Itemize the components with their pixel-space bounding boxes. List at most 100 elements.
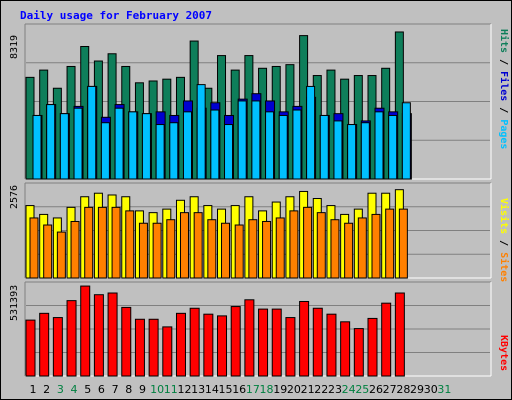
bar-kbytes-day-4 <box>66 300 77 377</box>
bar-sites-day-18 <box>262 220 272 279</box>
right-label-segment: / <box>498 234 509 253</box>
bar-kbytes-day-1 <box>25 319 36 377</box>
bar-pages-day-8 <box>128 111 138 180</box>
day-label-5: 5 <box>84 383 92 396</box>
bar-kbytes-day-14 <box>203 313 214 377</box>
bar-sites-day-15 <box>221 222 231 279</box>
day-label-30: 30 <box>423 383 438 396</box>
bar-pages-day-10 <box>155 124 165 180</box>
day-label-4: 4 <box>70 383 78 396</box>
bar-pages-day-9 <box>141 113 151 180</box>
bar-pages-day-2 <box>46 104 56 180</box>
bar-pages-day-19 <box>278 114 288 180</box>
right-label-segment: Visits <box>498 198 509 235</box>
day-label-13: 13 <box>191 383 206 396</box>
right-label-segment: Sites <box>498 252 509 283</box>
bar-sites-day-9 <box>138 222 148 279</box>
bar-kbytes-day-21 <box>299 300 310 377</box>
bar-sites-day-5 <box>84 206 94 279</box>
bar-pages-day-6 <box>100 122 110 180</box>
bar-sites-day-12 <box>179 212 189 279</box>
bar-pages-day-11 <box>169 122 179 180</box>
bar-sites-day-27 <box>385 208 395 279</box>
bar-pages-day-25 <box>360 122 370 180</box>
bar-sites-day-3 <box>56 231 66 279</box>
bar-sites-day-2 <box>43 224 53 279</box>
bar-sites-day-26 <box>371 213 381 279</box>
bar-pages-day-1 <box>32 114 42 180</box>
bar-kbytes-day-3 <box>52 317 63 377</box>
bar-kbytes-day-24 <box>340 321 351 377</box>
day-label-9: 9 <box>138 383 146 396</box>
bar-sites-day-22 <box>316 212 326 279</box>
bar-sites-day-10 <box>152 222 162 279</box>
bar-sites-day-28 <box>398 208 408 279</box>
bar-pages-day-5 <box>87 85 97 180</box>
right-label-segment: Hits <box>498 29 509 54</box>
bar-kbytes-day-8 <box>121 306 132 377</box>
bar-pages-day-13 <box>196 84 206 180</box>
day-label-22: 22 <box>314 383 329 396</box>
bar-sites-day-23 <box>330 219 340 279</box>
bar-sites-day-1 <box>29 217 39 279</box>
bar-kbytes-day-26 <box>367 317 378 377</box>
bar-kbytes-day-9 <box>134 318 145 377</box>
day-label-27: 27 <box>382 383 397 396</box>
right-label-visits-sites: Visits / Sites <box>498 198 509 282</box>
day-label-29: 29 <box>410 383 425 396</box>
bar-sites-day-25 <box>357 217 367 279</box>
right-label-segment: / <box>498 53 509 72</box>
bar-pages-day-7 <box>114 107 124 180</box>
bar-kbytes-day-6 <box>93 294 104 377</box>
bar-sites-day-6 <box>97 206 107 279</box>
bar-sites-day-4 <box>70 220 80 279</box>
day-label-16: 16 <box>232 383 247 396</box>
bar-kbytes-day-5 <box>80 285 91 377</box>
bar-kbytes-day-19 <box>271 308 282 377</box>
bar-sites-day-11 <box>166 219 176 279</box>
ymax-kbytes-label: 531393 <box>9 284 20 321</box>
bar-kbytes-day-17 <box>244 299 255 377</box>
bar-sites-day-16 <box>234 224 244 279</box>
bar-sites-day-24 <box>344 222 354 279</box>
day-label-28: 28 <box>396 383 411 396</box>
day-label-1: 1 <box>29 383 37 396</box>
bar-pages-day-26 <box>374 111 384 180</box>
bar-kbytes-day-11 <box>162 326 173 377</box>
bar-kbytes-day-12 <box>175 312 186 377</box>
day-label-31: 31 <box>437 383 452 396</box>
bar-kbytes-day-22 <box>312 307 323 377</box>
day-label-24: 24 <box>341 383 356 396</box>
bar-pages-day-23 <box>333 120 343 180</box>
bar-pages-day-3 <box>59 113 69 180</box>
day-label-14: 14 <box>204 383 219 396</box>
bar-pages-day-18 <box>265 111 275 180</box>
bar-pages-day-15 <box>224 124 234 180</box>
bar-pages-day-22 <box>319 114 329 180</box>
bar-pages-day-24 <box>347 124 357 180</box>
ymax-visits-label: 2576 <box>9 184 20 209</box>
day-label-26: 26 <box>369 383 383 396</box>
day-label-23: 23 <box>327 383 342 396</box>
right-label-kbytes: KBytes <box>498 335 509 371</box>
day-label-15: 15 <box>218 383 233 396</box>
right-label-segment: KBytes <box>498 335 509 372</box>
day-label-12: 12 <box>177 383 192 396</box>
bar-kbytes-day-16 <box>230 306 241 377</box>
bar-kbytes-day-23 <box>326 313 337 377</box>
bar-sites-day-20 <box>289 210 299 279</box>
bar-kbytes-day-28 <box>394 292 405 377</box>
bar-pages-day-28 <box>401 102 411 180</box>
right-label-segment: Files <box>498 71 509 102</box>
bar-kbytes-day-25 <box>353 328 364 377</box>
bar-sites-day-21 <box>303 206 313 279</box>
day-label-8: 8 <box>125 383 133 396</box>
day-label-11: 11 <box>163 383 178 396</box>
bar-pages-day-4 <box>73 107 83 180</box>
day-label-25: 25 <box>355 383 370 396</box>
bar-kbytes-day-2 <box>39 312 50 377</box>
chart-title: Daily usage for February 2007 <box>20 9 213 22</box>
day-label-3: 3 <box>56 383 64 396</box>
right-label-segment: / <box>498 101 509 120</box>
